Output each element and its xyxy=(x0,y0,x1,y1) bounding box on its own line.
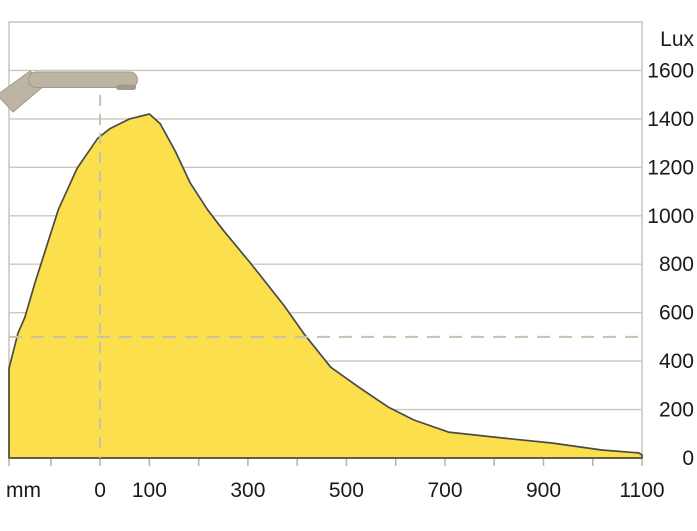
desk-lamp-head-foot-icon xyxy=(116,84,136,90)
y-tick-label-200: 200 xyxy=(659,399,694,422)
x-tick-label-700: 700 xyxy=(427,479,462,502)
y-tick-label-0: 0 xyxy=(682,447,694,470)
y-tick-label-400: 400 xyxy=(659,350,694,373)
y-tick-label-1600: 1600 xyxy=(647,59,694,82)
illuminance-area xyxy=(8,113,643,459)
desk-lamp-head-icon xyxy=(28,71,138,88)
y-tick-label-1000: 1000 xyxy=(647,205,694,228)
y-axis-unit-label: Lux xyxy=(660,28,694,51)
y-tick-label-600: 600 xyxy=(659,302,694,325)
x-tick-label-300: 300 xyxy=(230,479,265,502)
y-tick-label-1400: 1400 xyxy=(647,108,694,131)
x-axis-unit-label: mm xyxy=(6,479,41,502)
y-tick-label-800: 800 xyxy=(659,253,694,276)
x-tick-label-1100: 1100 xyxy=(619,479,664,502)
x-tick-label-900: 900 xyxy=(526,479,561,502)
x-tick-label-0: 0 xyxy=(94,479,106,502)
x-tick-label-500: 500 xyxy=(329,479,364,502)
x-tick-label-100: 100 xyxy=(132,479,167,502)
y-tick-label-1200: 1200 xyxy=(647,156,694,179)
